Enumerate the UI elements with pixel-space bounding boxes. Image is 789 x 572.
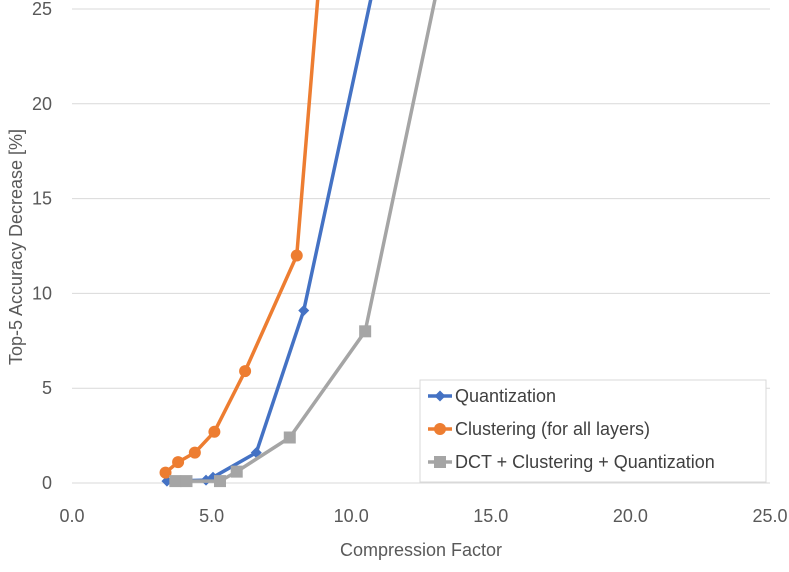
legend-box — [419, 379, 767, 483]
tick-labels: 0 5 10 15 20 25 0.0 5.0 10.0 15.0 20.0 25.0 — [32, 0, 788, 526]
data-point — [180, 475, 193, 488]
series-3 — [169, 0, 437, 488]
data-point — [283, 431, 296, 444]
data-point — [298, 304, 310, 316]
series-line — [166, 0, 373, 483]
data-point — [169, 475, 182, 488]
y-axis-title: Top-5 Accuracy Decrease [%] — [6, 129, 26, 365]
data-point — [213, 475, 226, 488]
data-point — [359, 325, 372, 338]
series-2 — [159, 0, 320, 479]
series-line — [164, 0, 320, 474]
legend-label: Quantization — [455, 386, 556, 406]
data-point — [172, 456, 185, 469]
legend-item: Quantization — [428, 386, 556, 406]
series-group — [159, 0, 437, 488]
x-tick-label: 20.0 — [613, 506, 648, 526]
x-tick-label: 0.0 — [59, 506, 84, 526]
y-tick-label: 25 — [32, 0, 52, 19]
y-tick-label: 0 — [42, 473, 52, 493]
legend-label: Clustering (for all layers) — [455, 419, 650, 439]
legend-label: DCT + Clustering + Quantization — [455, 452, 715, 472]
y-tick-label: 10 — [32, 283, 52, 303]
data-point — [290, 249, 303, 262]
series-line — [175, 0, 437, 483]
y-tick-label: 15 — [32, 189, 52, 209]
legend-swatch-marker — [434, 456, 446, 468]
data-point — [188, 446, 201, 459]
x-tick-label: 25.0 — [752, 506, 787, 526]
x-tick-label: 5.0 — [199, 506, 224, 526]
data-point — [239, 365, 252, 378]
legend-swatch-marker — [434, 423, 446, 435]
x-tick-label: 10.0 — [334, 506, 369, 526]
legend-swatch-marker — [434, 390, 446, 402]
legend: Quantization Clustering (for all layers) D… — [419, 379, 767, 483]
legend-item: Clustering (for all layers) — [428, 419, 650, 439]
series-1 — [161, 0, 373, 487]
y-tick-label: 5 — [42, 378, 52, 398]
data-point — [159, 466, 172, 479]
x-axis-title: Compression Factor — [340, 540, 502, 560]
y-tick-label: 20 — [32, 94, 52, 114]
data-point — [230, 465, 243, 478]
legend-item: DCT + Clustering + Quantization — [428, 452, 715, 472]
data-point — [208, 425, 221, 438]
x-tick-label: 15.0 — [473, 506, 508, 526]
